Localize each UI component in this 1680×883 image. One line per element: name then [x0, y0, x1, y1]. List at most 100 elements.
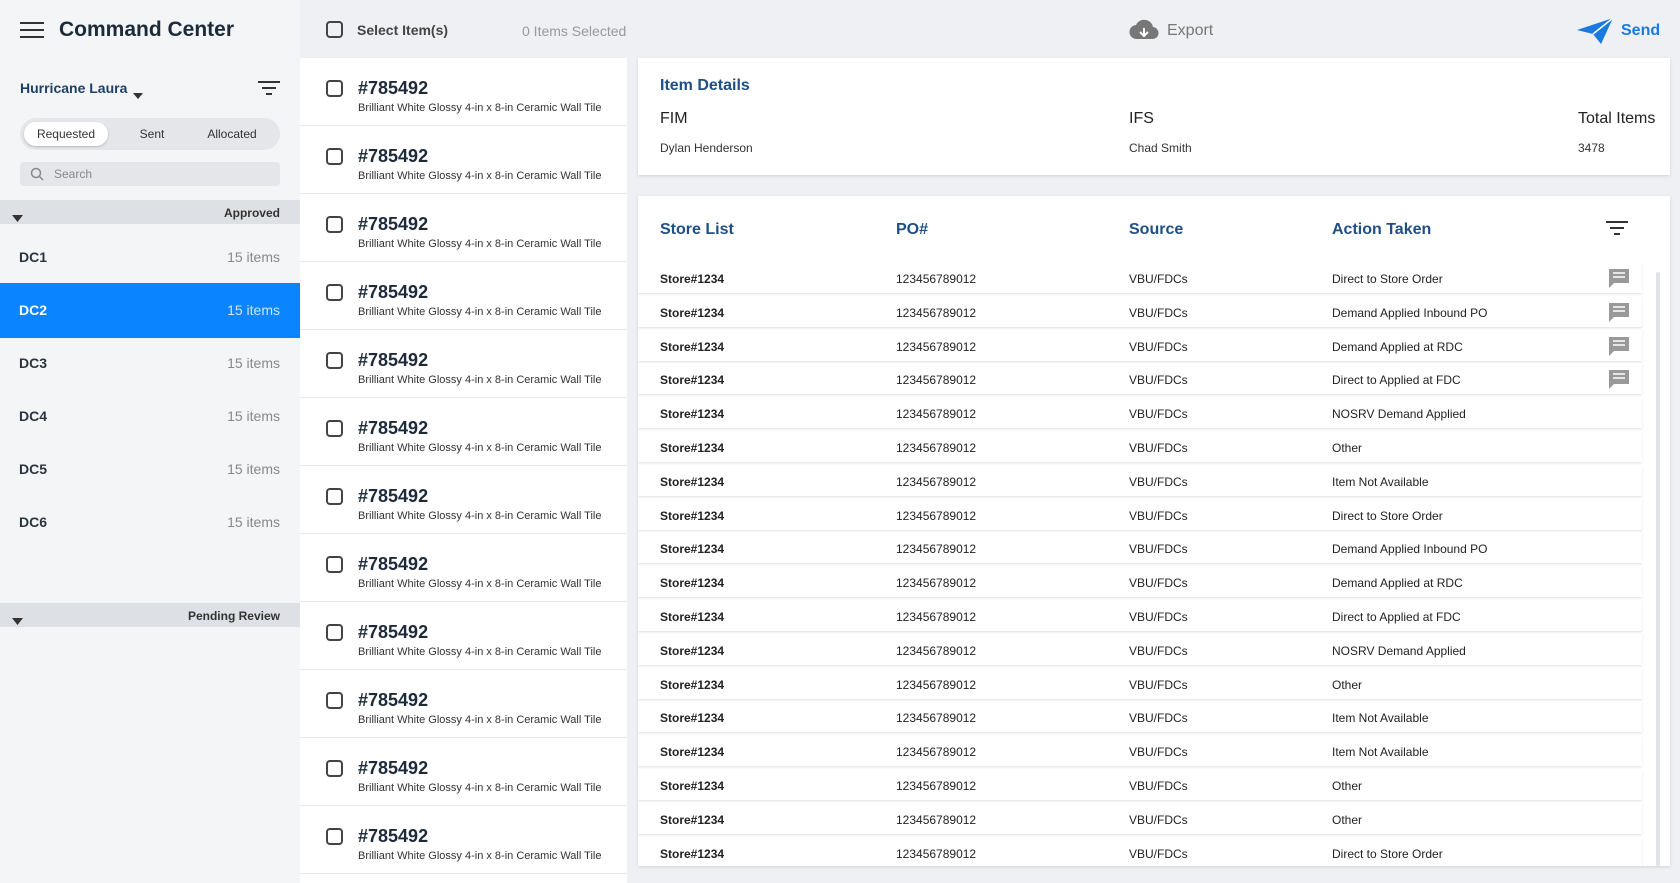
- dc-row[interactable]: DC1 15 items: [0, 230, 300, 285]
- group-header[interactable]: Pending Review: [0, 603, 300, 627]
- table-cell: 123456789012: [896, 677, 977, 692]
- dc-row[interactable]: DC4 15 items: [0, 389, 300, 444]
- table-row: Store#1234 123456789012 VBU/FDCs NOSRV Dema…: [638, 397, 1642, 429]
- filter-button[interactable]: [258, 80, 280, 96]
- field-label: FIM: [660, 110, 688, 127]
- table-row: Store#1234 123456789012 VBU/FDCs Direct to …: [638, 363, 1642, 395]
- item-checkbox[interactable]: [326, 760, 343, 777]
- dc-row[interactable]: DC3 15 items: [0, 336, 300, 391]
- table-cell: Store#1234: [660, 643, 725, 658]
- field-value: 3478: [1578, 141, 1605, 155]
- item-row[interactable]: #785492 Brilliant White Glossy 4-in x 8-i…: [300, 534, 627, 602]
- table-cell: Store#1234: [660, 711, 725, 726]
- table-cell: Item Not Available: [1332, 711, 1429, 726]
- item-row[interactable]: #785492 Brilliant White Glossy 4-in x 8-i…: [300, 602, 627, 670]
- table-cell: 123456789012: [896, 779, 977, 793]
- table-cell: 123456789012: [896, 441, 977, 455]
- item-checkbox[interactable]: [326, 148, 343, 165]
- item-row[interactable]: #785492 Brilliant White Glossy 4-in x 8-i…: [300, 194, 627, 262]
- item-checkbox[interactable]: [326, 284, 343, 301]
- table-cell: Store#1234: [660, 474, 725, 489]
- export-icon[interactable]: [1129, 19, 1159, 41]
- table-cell: Store#1234: [660, 846, 725, 861]
- group-header[interactable]: Approved: [0, 200, 300, 224]
- tab[interactable]: Requested: [24, 122, 108, 146]
- table-filter-button[interactable]: [1606, 220, 1628, 236]
- item-description: Brilliant White Glossy 4-in x 8-in Ceram…: [358, 714, 602, 726]
- item-checkbox[interactable]: [326, 352, 343, 369]
- item-checkbox[interactable]: [326, 828, 343, 845]
- column-header: PO#: [896, 221, 929, 238]
- comment-button[interactable]: [1608, 369, 1630, 390]
- dc-count: 15 items: [227, 514, 280, 530]
- item-list: #785492 Brilliant White Glossy 4-in x 8-i…: [300, 58, 627, 883]
- dc-name: DC3: [19, 355, 48, 371]
- table-row: Store#1234 123456789012 VBU/FDCs Other: [638, 802, 1642, 834]
- item-row[interactable]: #785492 Brilliant White Glossy 4-in x 8-i…: [300, 806, 627, 874]
- tab[interactable]: Sent: [139, 127, 165, 141]
- dc-name: DC4: [19, 408, 48, 424]
- table-cell: Store#1234: [660, 305, 725, 320]
- dc-name: DC5: [19, 461, 48, 477]
- table-cell: Other: [1332, 779, 1363, 793]
- search-box[interactable]: Search: [20, 162, 280, 186]
- table-cell: Direct to Store Order: [1332, 272, 1443, 286]
- table-cell: Direct to Applied at FDC: [1332, 610, 1461, 624]
- dc-row[interactable]: DC5 15 items: [0, 442, 300, 497]
- table-cell: 123456789012: [896, 643, 977, 658]
- item-id: #785492: [358, 486, 429, 506]
- table-cell: 123456789012: [896, 812, 977, 827]
- table-cell: Other: [1332, 812, 1363, 827]
- app-title: Command Center: [59, 18, 235, 41]
- item-id: #785492: [358, 554, 429, 574]
- item-details-card: Item Details FIM Dylan Henderson IFS Chad Sm…: [638, 58, 1670, 175]
- item-checkbox[interactable]: [326, 80, 343, 97]
- table-cell: VBU/FDCs: [1129, 812, 1188, 827]
- comment-button[interactable]: [1608, 268, 1630, 288]
- item-row[interactable]: #785492 Brilliant White Glossy 4-in x 8-i…: [300, 58, 627, 126]
- item-description: Brilliant White Glossy 4-in x 8-in Ceram…: [358, 782, 602, 794]
- item-checkbox[interactable]: [326, 420, 343, 437]
- item-id: #785492: [358, 350, 429, 370]
- item-row[interactable]: #785492 Brilliant White Glossy 4-in x 8-i…: [300, 126, 627, 194]
- item-row[interactable]: #785492 Brilliant White Glossy 4-in x 8-i…: [300, 466, 627, 534]
- tab[interactable]: Allocated: [207, 127, 257, 141]
- item-id: #785492: [358, 622, 429, 642]
- item-checkbox[interactable]: [326, 216, 343, 233]
- dc-name: DC6: [19, 514, 48, 530]
- table-cell: Store#1234: [660, 373, 725, 388]
- dc-row[interactable]: DC2 15 items: [0, 283, 300, 338]
- item-row[interactable]: #785492 Brilliant White Glossy 4-in x 8-i…: [300, 738, 627, 806]
- item-description: Brilliant White Glossy 4-in x 8-in Ceram…: [358, 170, 602, 182]
- table-row: Store#1234 123456789012 VBU/FDCs Item Not A…: [638, 464, 1642, 496]
- send-icon[interactable]: [1577, 17, 1614, 44]
- table-cell: VBU/FDCs: [1129, 677, 1188, 692]
- item-row[interactable]: #785492 Brilliant White Glossy 4-in x 8-i…: [300, 330, 627, 398]
- item-row[interactable]: #785492 Brilliant White Glossy 4-in x 8-i…: [300, 670, 627, 738]
- table-row: Store#1234 123456789012 VBU/FDCs Other: [638, 431, 1642, 462]
- comment-button[interactable]: [1608, 302, 1630, 322]
- table-cell: VBU/FDCs: [1129, 542, 1188, 557]
- item-checkbox[interactable]: [326, 488, 343, 505]
- item-checkbox[interactable]: [326, 624, 343, 641]
- export-button[interactable]: Export: [1167, 22, 1214, 39]
- table-cell: 123456789012: [896, 711, 977, 726]
- scrollbar: [1656, 272, 1660, 866]
- select-all-checkbox[interactable]: [326, 21, 343, 38]
- dc-row[interactable]: DC6 15 items: [0, 495, 300, 550]
- send-button[interactable]: Send: [1621, 22, 1661, 39]
- item-checkbox[interactable]: [326, 692, 343, 709]
- table-cell: Store#1234: [660, 677, 725, 692]
- item-id: #785492: [358, 758, 429, 778]
- table-cell: VBU/FDCs: [1129, 643, 1188, 658]
- table-cell: 123456789012: [896, 305, 977, 320]
- event-selector[interactable]: Hurricane Laura: [20, 80, 128, 96]
- field-value: Dylan Henderson: [660, 141, 753, 155]
- menu-button[interactable]: [20, 20, 44, 40]
- comment-button[interactable]: [1608, 336, 1630, 356]
- item-row[interactable]: #785492 Brilliant White Glossy 4-in x 8-i…: [300, 398, 627, 466]
- item-row[interactable]: #785492 Brilliant White Glossy 4-in x 8-i…: [300, 262, 627, 330]
- item-id: #785492: [358, 282, 429, 302]
- item-checkbox[interactable]: [326, 556, 343, 573]
- table-row: Store#1234 123456789012 VBU/FDCs Item Not A…: [638, 701, 1642, 733]
